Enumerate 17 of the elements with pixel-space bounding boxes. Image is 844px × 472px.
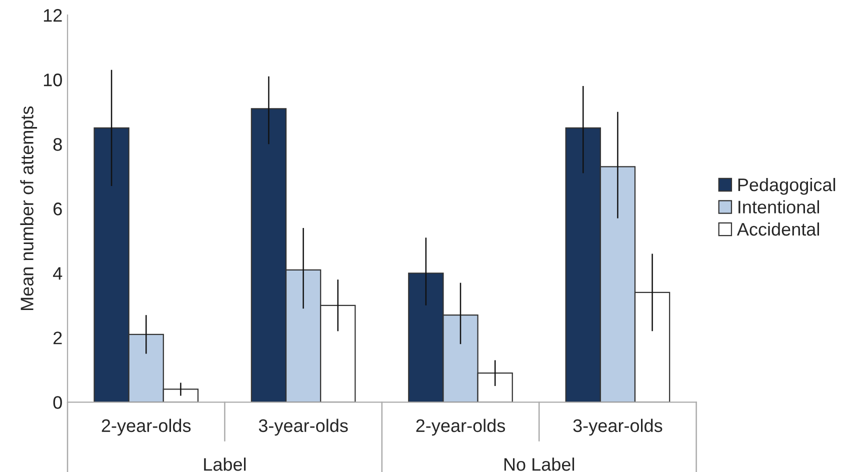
x-tick-label: 3-year-olds [258, 418, 348, 436]
x-tick-label: 3-year-olds [573, 418, 662, 436]
y-tick-label: 4 [53, 267, 62, 280]
text: No Label [504, 458, 574, 471]
x-tick-label: 2-year-olds [416, 418, 506, 436]
y-tick-label: 10 [44, 74, 62, 86]
x-tick-label: 2-year-olds [102, 418, 191, 436]
text: Label [204, 458, 246, 471]
legend-label: Intentional [738, 200, 820, 214]
y-tick-label: 2 [54, 332, 62, 344]
legend-label: Accidental [736, 222, 819, 236]
y-tick-label: 12 [44, 9, 62, 22]
y-tick-label: 0 [53, 396, 62, 409]
y-tick-label: 8 [53, 138, 62, 151]
legend-label: Pedagogical [738, 178, 836, 195]
y-tick-label: 6 [54, 202, 62, 216]
y-axis-title: Mean number of attempts [20, 106, 38, 310]
